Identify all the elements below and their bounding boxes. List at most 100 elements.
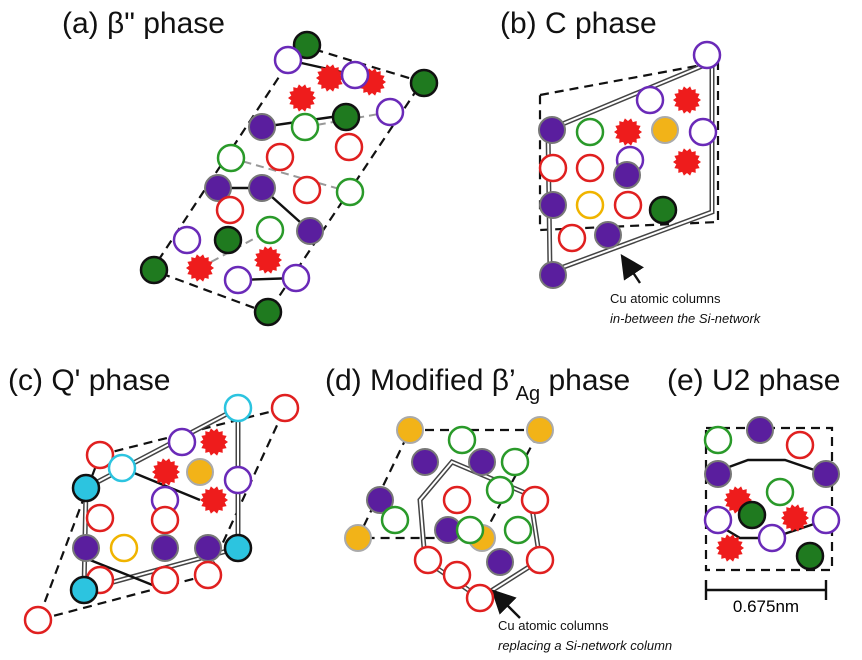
atom bbox=[614, 162, 640, 188]
atom bbox=[215, 227, 241, 253]
atom bbox=[412, 449, 438, 475]
atom bbox=[469, 449, 495, 475]
atom bbox=[797, 543, 823, 569]
title-end: phase bbox=[540, 364, 630, 397]
panel-title: (d) Modified β’Ag phase bbox=[325, 364, 630, 405]
atom bbox=[186, 254, 214, 281]
atom bbox=[111, 535, 137, 561]
atom bbox=[218, 145, 244, 171]
atom bbox=[652, 117, 678, 143]
atom bbox=[527, 547, 553, 573]
atom bbox=[174, 227, 200, 253]
atom bbox=[225, 467, 251, 493]
atom bbox=[637, 87, 663, 113]
atom bbox=[522, 487, 548, 513]
title-sub: Ag bbox=[516, 383, 540, 405]
annotation: in-between the Si-network bbox=[610, 311, 762, 326]
atom bbox=[272, 395, 298, 421]
atom bbox=[444, 487, 470, 513]
atom bbox=[294, 177, 320, 203]
atom bbox=[650, 197, 676, 223]
atom bbox=[152, 535, 178, 561]
atom bbox=[333, 104, 359, 130]
atom bbox=[705, 507, 731, 533]
atom bbox=[614, 118, 642, 145]
atom bbox=[267, 144, 293, 170]
atom bbox=[249, 175, 275, 201]
atom bbox=[813, 461, 839, 487]
panel-title: (b) C phase bbox=[500, 7, 657, 40]
atom bbox=[487, 477, 513, 503]
panel-title: (c) Q' phase bbox=[8, 364, 170, 397]
atom bbox=[747, 417, 773, 443]
atom bbox=[195, 562, 221, 588]
atom bbox=[255, 299, 281, 325]
atom bbox=[615, 192, 641, 218]
atom bbox=[225, 267, 251, 293]
atom bbox=[225, 535, 251, 561]
atom bbox=[336, 134, 362, 160]
atom bbox=[540, 192, 566, 218]
atom bbox=[539, 117, 565, 143]
atom bbox=[705, 461, 731, 487]
atom bbox=[813, 507, 839, 533]
atom bbox=[787, 432, 813, 458]
atom bbox=[249, 114, 275, 140]
atom bbox=[25, 607, 51, 633]
figure: (a) β" phase (b) C phase Cu atomic colum… bbox=[0, 0, 862, 660]
atom bbox=[449, 427, 475, 453]
atom bbox=[577, 155, 603, 181]
atom bbox=[694, 42, 720, 68]
atom bbox=[254, 246, 282, 273]
atom bbox=[505, 517, 531, 543]
atom bbox=[739, 502, 765, 528]
atom bbox=[345, 525, 371, 551]
atom bbox=[275, 47, 301, 73]
atom bbox=[316, 64, 344, 91]
atom bbox=[705, 427, 731, 453]
atom bbox=[397, 417, 423, 443]
atom bbox=[690, 119, 716, 145]
atom bbox=[187, 459, 213, 485]
atom bbox=[87, 505, 113, 531]
scale-label: 0.675nm bbox=[733, 597, 799, 616]
atom bbox=[297, 218, 323, 244]
atom bbox=[288, 84, 316, 111]
atom bbox=[200, 428, 228, 455]
atom bbox=[337, 179, 363, 205]
atom bbox=[487, 549, 513, 575]
annotation: replacing a Si-network column bbox=[498, 638, 672, 653]
panel-title: (a) β" phase bbox=[62, 7, 225, 40]
annotation: Cu atomic columns bbox=[610, 291, 721, 306]
atom bbox=[673, 86, 701, 113]
atom bbox=[527, 417, 553, 443]
atom bbox=[377, 99, 403, 125]
title-main: (d) Modified β’ bbox=[325, 364, 516, 397]
atom bbox=[141, 257, 167, 283]
atom bbox=[152, 567, 178, 593]
atom bbox=[109, 455, 135, 481]
atom bbox=[467, 585, 493, 611]
atom bbox=[342, 62, 368, 88]
atom bbox=[540, 262, 566, 288]
panel-title: (e) U2 phase bbox=[667, 364, 840, 397]
atom bbox=[767, 479, 793, 505]
atom bbox=[411, 70, 437, 96]
atom bbox=[457, 517, 483, 543]
atom bbox=[225, 395, 251, 421]
atom bbox=[577, 192, 603, 218]
atom bbox=[217, 197, 243, 223]
atom bbox=[595, 222, 621, 248]
atom bbox=[559, 225, 585, 251]
atom bbox=[577, 119, 603, 145]
atom bbox=[673, 148, 701, 175]
atom bbox=[283, 265, 309, 291]
atom bbox=[502, 449, 528, 475]
atom bbox=[759, 525, 785, 551]
annotation: Cu atomic columns bbox=[498, 618, 609, 633]
atom bbox=[73, 535, 99, 561]
atom bbox=[415, 547, 441, 573]
atom bbox=[152, 507, 178, 533]
atom bbox=[169, 429, 195, 455]
atom bbox=[292, 114, 318, 140]
